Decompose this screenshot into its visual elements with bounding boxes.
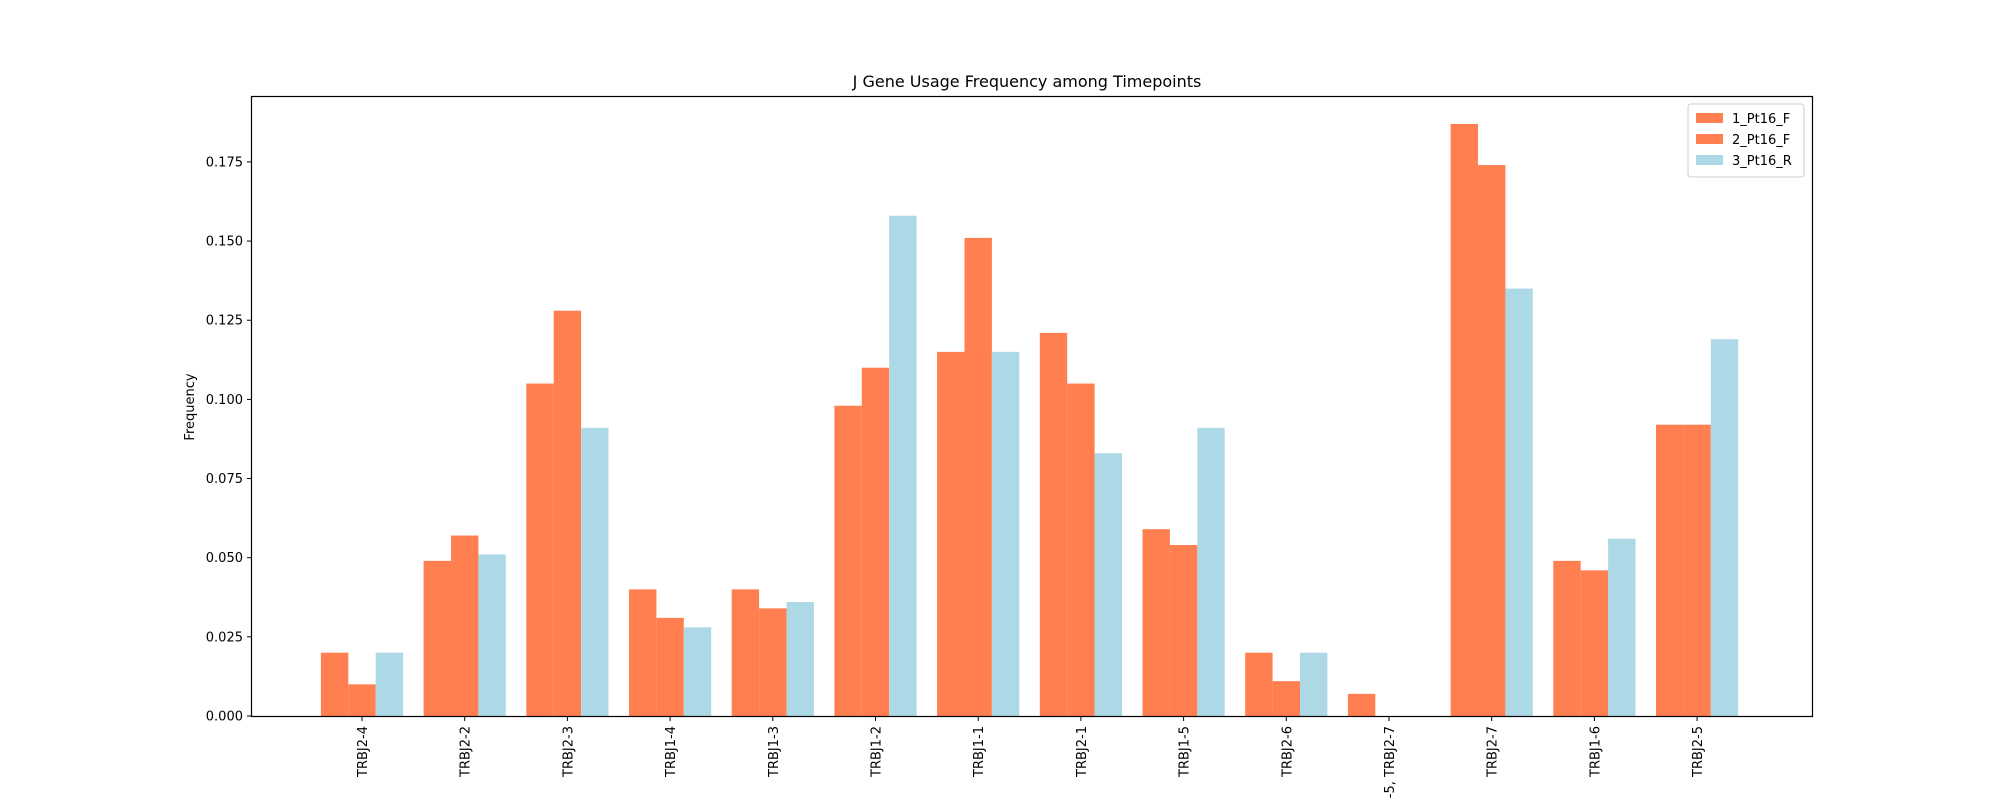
x-tick-label: TRBJ1-4 [664, 726, 679, 778]
bar-2_Pt16_F-TRBJ1-6 [1580, 570, 1609, 716]
bar-1_Pt16_F-TRBJ1-5 [1142, 529, 1170, 716]
bar-3_Pt16_R-TRBJ2-5 [1710, 339, 1739, 716]
x-tick-label: TRBJ1-6 [1588, 726, 1603, 778]
bar-3_Pt16_R-TRBJ2-1 [1094, 453, 1122, 716]
bar-3_Pt16_R-TRBJ1-4 [683, 627, 712, 716]
bar-3_Pt16_R-TRBJ1-3 [786, 602, 814, 716]
bar-3_Pt16_R-TRBJ2-3 [581, 427, 609, 716]
bar-1_Pt16_F-TRBJ1-4 [629, 589, 657, 716]
bar-2_Pt16_F-TRBJ1-3 [759, 608, 787, 716]
legend-label: 1_Pt16_F [1732, 112, 1790, 127]
x-tick-label: TRBJ1-5 [1178, 726, 1193, 778]
bar-1_Pt16_F-TRBJ1-6 [1553, 560, 1581, 716]
x-tick-label: TRBJ2-1 [1075, 726, 1090, 778]
y-tick-label: 0.175 [206, 155, 243, 170]
y-tick-label: 0.000 [206, 710, 243, 725]
bar-2_Pt16_F-TRBJ2-7 [1478, 165, 1506, 716]
y-tick-label: 0.050 [206, 551, 243, 566]
x-tick-label: TRBJ1-3 [767, 726, 782, 778]
y-tick-label: 0.150 [206, 235, 243, 250]
bar-1_Pt16_F-TRBJ1-2 [834, 405, 862, 716]
bar-1_Pt16_F-TRBJ2-1 [1039, 332, 1068, 716]
y-axis-ticks: 0.000 0.025 0.050 0.075 0.100 0.125 0.150 0.175 [206, 155, 252, 725]
x-tick-label: -5, TRBJ2-7 [1383, 726, 1398, 798]
bar-1_Pt16_F--5, TRBJ2-7 [1347, 693, 1376, 716]
bar-1_Pt16_F-TRBJ2-2 [423, 560, 451, 716]
bar-3_Pt16_R-TRBJ1-6 [1608, 538, 1636, 716]
bar-2_Pt16_F-TRBJ2-2 [451, 535, 479, 716]
y-tick-label: 0.125 [206, 314, 243, 329]
bar-2_Pt16_F-TRBJ2-3 [553, 310, 582, 716]
legend-label: 3_Pt16_R [1732, 154, 1792, 169]
bar-1_Pt16_F-TRBJ1-1 [937, 351, 965, 716]
x-tick-label: TRBJ2-3 [561, 726, 576, 778]
bar-1_Pt16_F-TRBJ1-3 [731, 589, 760, 716]
bar-3_Pt16_R-TRBJ2-2 [478, 554, 506, 716]
bar-2_Pt16_F-TRBJ2-5 [1683, 424, 1711, 716]
bar-3_Pt16_R-TRBJ1-5 [1197, 427, 1225, 716]
bar-3_Pt16_R-TRBJ2-7 [1505, 288, 1533, 716]
bar-3_Pt16_R-TRBJ2-4 [375, 652, 404, 716]
y-tick-label: 0.100 [206, 393, 243, 408]
bars-group [320, 123, 1739, 717]
x-tick-label: TRBJ2-6 [1280, 726, 1295, 778]
bar-1_Pt16_F-TRBJ2-4 [320, 652, 349, 716]
x-tick-label: TRBJ1-1 [972, 726, 987, 778]
x-tick-label: TRBJ1-2 [870, 726, 885, 778]
x-tick-label: TRBJ2-4 [356, 726, 371, 778]
bar-3_Pt16_R-TRBJ2-6 [1300, 652, 1328, 716]
y-tick-label: 0.025 [206, 630, 243, 645]
legend: 1_Pt16_F 2_Pt16_F 3_Pt16_R [1687, 103, 1805, 178]
bar-2_Pt16_F-TRBJ2-6 [1272, 681, 1300, 716]
bar-1_Pt16_F-TRBJ2-5 [1656, 424, 1684, 716]
chart-title: J Gene Usage Frequency among Timepoints [852, 72, 1202, 91]
x-tick-label: TRBJ2-2 [459, 726, 474, 778]
bar-2_Pt16_F-TRBJ1-5 [1169, 545, 1198, 716]
legend-label: 2_Pt16_F [1732, 133, 1790, 148]
bar-2_Pt16_F-TRBJ2-4 [348, 684, 376, 716]
bar-1_Pt16_F-TRBJ2-3 [526, 383, 554, 716]
x-axis-ticks: TRBJ2-4 TRBJ2-2 TRBJ2-3 TRBJ1-4 TRBJ1-3 TRBJ1… [356, 716, 1706, 798]
bar-2_Pt16_F-TRBJ2-1 [1067, 383, 1095, 716]
x-tick-label: TRBJ2-7 [1486, 726, 1501, 778]
bar-3_Pt16_R-TRBJ1-2 [889, 215, 917, 717]
bar-3_Pt16_R-TRBJ1-1 [991, 351, 1020, 716]
x-tick-label: TRBJ2-5 [1691, 726, 1706, 778]
y-tick-label: 0.075 [206, 472, 243, 487]
bar-2_Pt16_F-TRBJ1-4 [656, 617, 684, 716]
plot-frame [250, 95, 1814, 718]
y-axis-label: Frequency [183, 373, 198, 440]
bar-1_Pt16_F-TRBJ2-6 [1245, 652, 1273, 716]
bar-2_Pt16_F-TRBJ1-2 [861, 367, 890, 716]
legend-swatch [1696, 155, 1723, 165]
bar-2_Pt16_F-TRBJ1-1 [964, 237, 992, 716]
bar-1_Pt16_F-TRBJ2-7 [1450, 123, 1478, 716]
legend-swatch [1696, 134, 1723, 144]
legend-swatch [1696, 113, 1723, 123]
